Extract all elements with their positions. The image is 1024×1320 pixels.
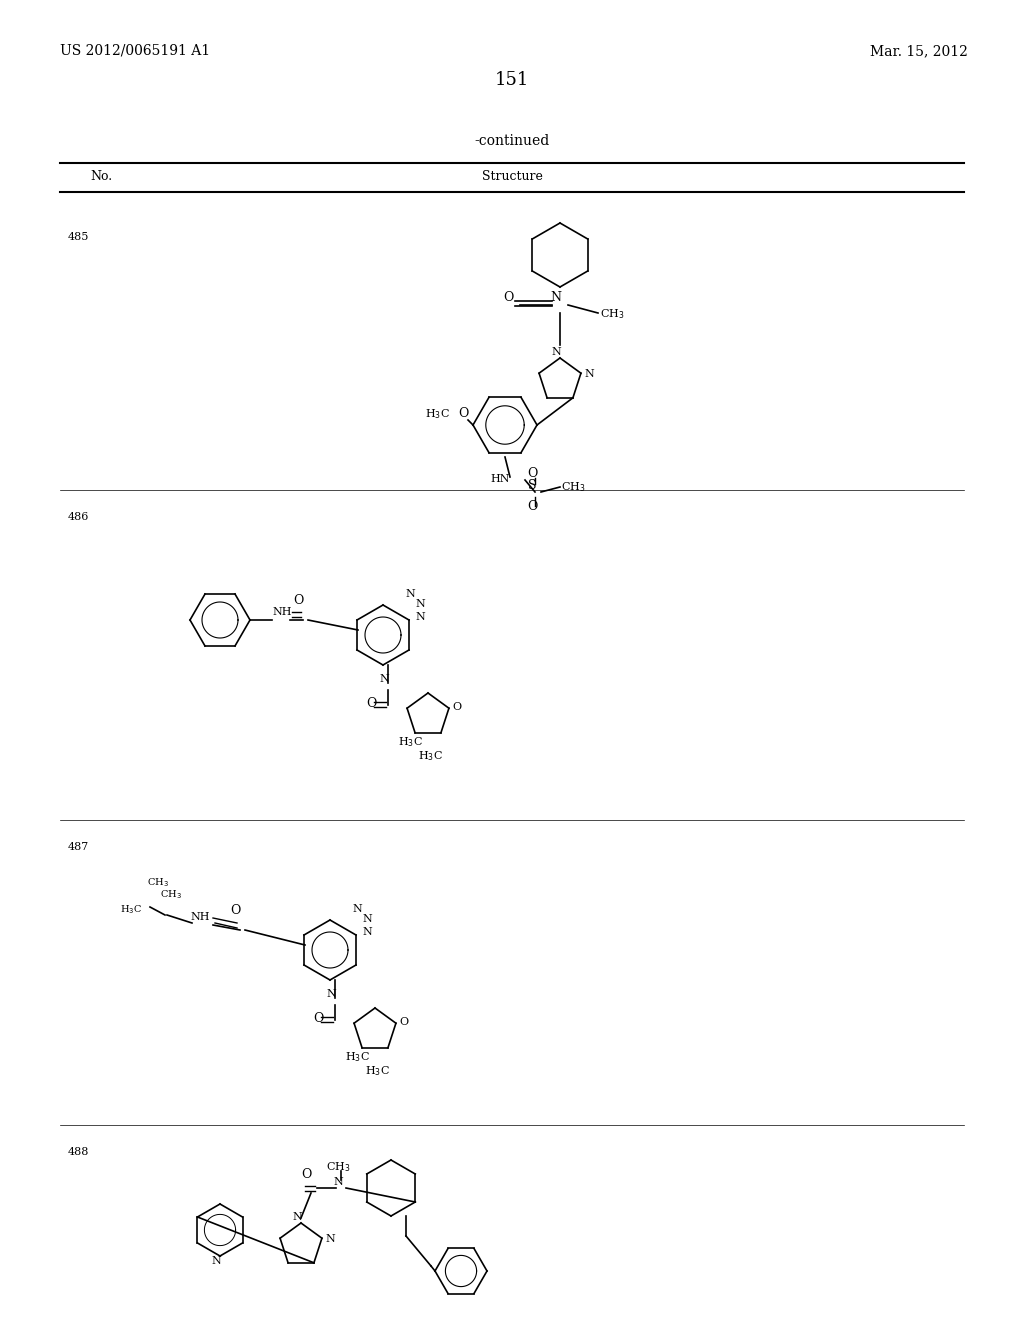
Text: N: N	[211, 1257, 221, 1266]
Text: N: N	[415, 599, 425, 609]
Text: 151: 151	[495, 71, 529, 88]
Text: O: O	[301, 1168, 311, 1181]
Text: 488: 488	[68, 1147, 89, 1158]
Text: O: O	[229, 904, 241, 917]
Text: O: O	[399, 1016, 409, 1027]
Text: N: N	[333, 1177, 343, 1187]
Text: US 2012/0065191 A1: US 2012/0065191 A1	[60, 44, 210, 58]
Text: N: N	[551, 347, 561, 356]
Text: N: N	[406, 589, 415, 599]
Text: Structure: Structure	[481, 170, 543, 183]
Text: N: N	[415, 612, 425, 622]
Text: 487: 487	[68, 842, 89, 851]
Text: N: N	[292, 1212, 302, 1222]
Text: O: O	[526, 500, 538, 513]
Text: CH$_3$: CH$_3$	[326, 1160, 350, 1173]
Text: O: O	[458, 407, 468, 420]
Text: -continued: -continued	[474, 135, 550, 148]
Text: Mar. 15, 2012: Mar. 15, 2012	[870, 44, 968, 58]
Text: O: O	[503, 290, 513, 304]
Text: H$_3$C: H$_3$C	[120, 903, 142, 916]
Text: O: O	[313, 1012, 324, 1026]
Text: N: N	[326, 989, 336, 999]
Text: O: O	[452, 702, 461, 711]
Text: HN: HN	[490, 474, 510, 484]
Text: H$_3$C: H$_3$C	[418, 748, 443, 763]
Text: H$_3$C: H$_3$C	[345, 1049, 370, 1064]
Text: N: N	[352, 904, 361, 913]
Text: 486: 486	[68, 512, 89, 521]
Text: N: N	[325, 1234, 335, 1243]
Text: NH: NH	[190, 912, 210, 921]
Text: S: S	[527, 479, 537, 492]
Text: CH$_3$: CH$_3$	[160, 888, 182, 900]
Text: 485: 485	[68, 232, 89, 242]
Text: O: O	[293, 594, 303, 607]
Text: CH$_3$: CH$_3$	[147, 876, 169, 888]
Text: H$_3$C: H$_3$C	[398, 735, 423, 748]
Text: N: N	[584, 370, 594, 379]
Text: O: O	[366, 697, 377, 710]
Text: N: N	[551, 290, 561, 304]
Text: H$_3$C: H$_3$C	[365, 1064, 390, 1078]
Text: H$_3$C: H$_3$C	[425, 407, 450, 421]
Text: N: N	[379, 675, 389, 684]
Text: CH$_3$: CH$_3$	[600, 308, 625, 321]
Text: NH: NH	[272, 607, 292, 616]
Text: N: N	[362, 927, 372, 937]
Text: N: N	[362, 913, 372, 924]
Text: CH$_3$: CH$_3$	[561, 480, 586, 494]
Text: O: O	[526, 467, 538, 480]
Text: No.: No.	[90, 170, 112, 183]
